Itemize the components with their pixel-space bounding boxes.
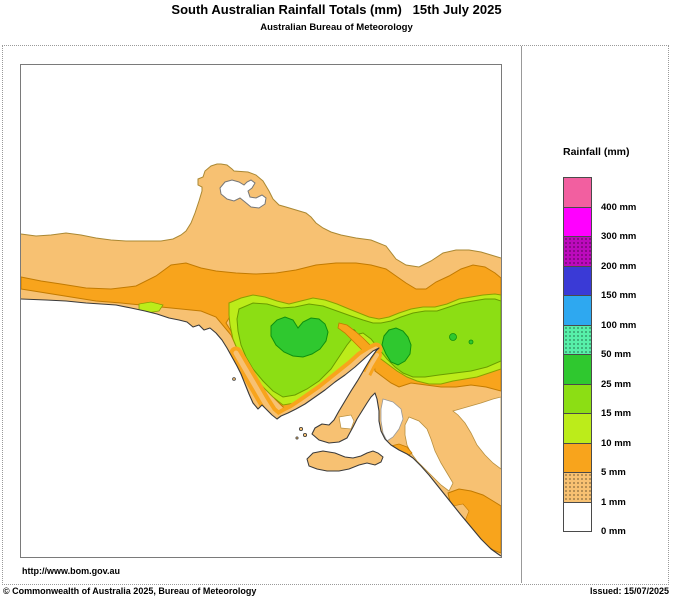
island-dot-3 — [295, 436, 299, 440]
legend-entry: 10 mm — [563, 413, 631, 449]
legend-entry-label: 10 mm — [601, 437, 632, 449]
map-legend-divider — [521, 46, 522, 583]
green-25mm-spot-3 — [468, 339, 474, 345]
legend-entry: 1 mm — [563, 472, 626, 508]
legend-entry-label: 25 mm — [601, 378, 632, 390]
legend-entry: 0 mm — [563, 501, 626, 537]
green-25mm-right-blob — [381, 327, 412, 366]
legend-entry: 400 mm — [563, 177, 636, 213]
legend-color-bar: 400 mm 300 mm 200 mm 150 mm 100 mm 50 mm 25 mm… — [563, 177, 636, 537]
legend-entry: 100 mm — [563, 295, 636, 331]
lake-white-region — [219, 179, 267, 209]
legend-entry-label: 400 mm — [601, 201, 637, 213]
island-dot-2 — [302, 432, 307, 437]
green-25mm-spot-2 — [449, 333, 457, 341]
outer-frame — [2, 45, 669, 585]
contour-1mm-line — [21, 163, 501, 268]
legend-entry: 200 mm — [563, 236, 636, 272]
se-white-patch-east — [452, 396, 501, 470]
page-title: South Australian Rainfall Totals (mm) 15… — [171, 2, 502, 17]
se-white-patch-west — [404, 416, 454, 492]
legend-entry-label: 50 mm — [601, 349, 632, 360]
legend-entry: 15 mm — [563, 383, 631, 419]
legend-entry-label: 300 mm — [601, 231, 637, 242]
coastline — [21, 298, 501, 557]
tan-coastal-strip-eyre — [233, 346, 379, 421]
issued-timestamp: Issued: 15/07/2025 — [589, 586, 669, 596]
bom-url-label: http://www.bom.gov.au — [22, 566, 120, 576]
island-dot-1 — [298, 426, 303, 431]
legend-entry-label: 100 mm — [601, 319, 637, 331]
legend-entry: 50 mm — [563, 324, 631, 360]
legend-title: Rainfall (mm) — [563, 146, 630, 158]
rainfall-map-svg — [21, 163, 501, 557]
copyright-text: © Commonwealth of Australia 2025, Bureau… — [3, 586, 257, 596]
legend-entry: 150 mm — [563, 265, 636, 301]
island-dot-4 — [232, 377, 236, 381]
yorke-white-section — [338, 414, 355, 430]
legend-entry-label: 1 mm — [601, 496, 626, 508]
legend-entry-label: 200 mm — [601, 260, 637, 272]
green-25mm-central-blob — [270, 316, 329, 358]
legend-entry: 300 mm — [563, 206, 636, 242]
legend-entry: 25 mm — [563, 354, 631, 390]
legend-entry-label: 0 mm — [601, 526, 626, 537]
page-subtitle: Australian Bureau of Meteorology — [260, 22, 413, 33]
legend-entry-label: 150 mm — [601, 290, 637, 301]
rainfall-map — [20, 64, 502, 558]
sea-region — [21, 299, 501, 557]
legend-entry-label: 5 mm — [601, 467, 626, 478]
adelaide-white-triangle — [380, 398, 404, 442]
legend-entry-label: 15 mm — [601, 408, 632, 419]
legend-entry: 5 mm — [563, 442, 626, 478]
kangaroo-island — [306, 450, 384, 472]
